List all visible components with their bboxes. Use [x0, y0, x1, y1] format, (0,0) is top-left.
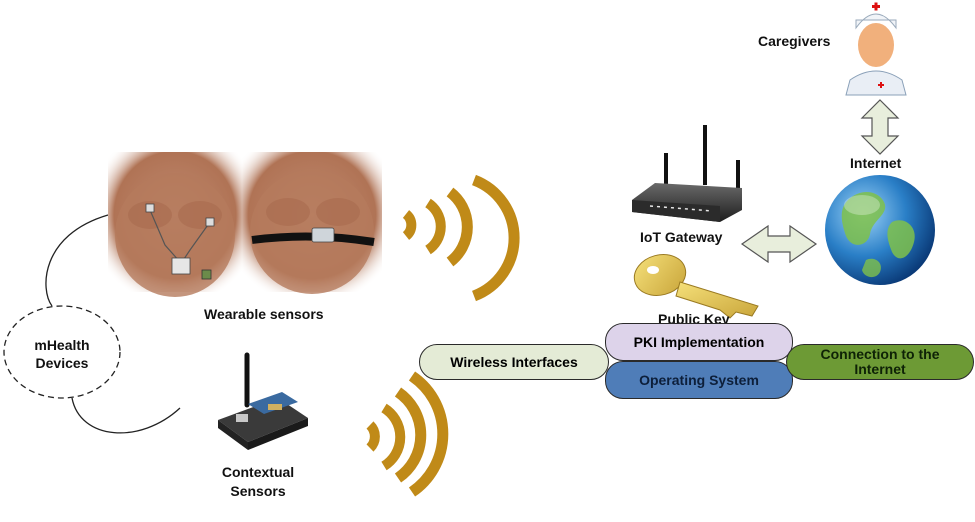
chest-photo-left [108, 152, 242, 297]
caregiver-icon [845, 2, 907, 96]
connection-to-internet-block: Connection to the Internet [786, 344, 974, 380]
globe-icon [825, 175, 935, 285]
chest-photo-right [242, 152, 382, 294]
signal-wave-icon [366, 371, 449, 497]
operating-system-block: Operating System [605, 361, 793, 399]
pki-implementation-block: PKI Implementation [605, 323, 793, 361]
router-icon [632, 125, 742, 222]
mhealth-devices-ellipse [3, 305, 121, 399]
internet-label: Internet [850, 155, 902, 171]
sensor-board-icon [218, 352, 308, 450]
connector-arc-upper [45, 214, 109, 307]
wearable-sensors-label: Wearable sensors [204, 306, 324, 322]
wireless-interfaces-block: Wireless Interfaces [419, 344, 609, 380]
iot-gateway-label: IoT Gateway [640, 229, 723, 245]
connector-arc-lower [71, 397, 181, 434]
signal-wave-icon [402, 174, 520, 302]
mhealth-devices-label: mHealth Devices [34, 337, 90, 371]
double-arrow-icon [860, 99, 900, 155]
double-arrow-icon [740, 224, 818, 264]
key-icon [633, 254, 759, 319]
contextual-sensors-label: Contextual Sensors [221, 464, 295, 499]
caregivers-label: Caregivers [758, 33, 831, 49]
